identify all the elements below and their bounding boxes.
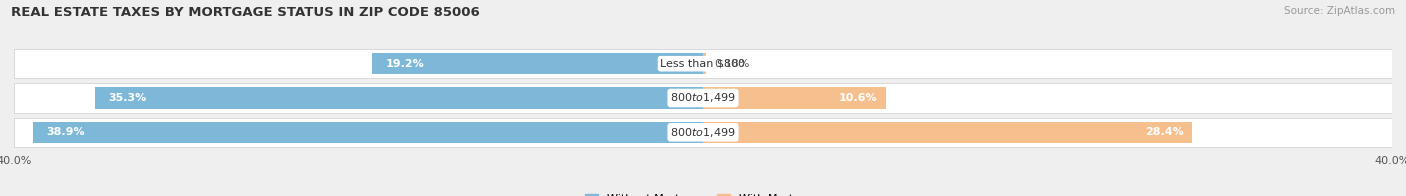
- Bar: [14, 83, 1392, 113]
- Text: $800 to $1,499: $800 to $1,499: [671, 126, 735, 139]
- Bar: [96, 87, 703, 109]
- Text: Less than $800: Less than $800: [661, 59, 745, 69]
- Bar: [14, 118, 1392, 147]
- Text: 19.2%: 19.2%: [387, 59, 425, 69]
- Text: 38.9%: 38.9%: [46, 127, 86, 137]
- Text: 10.6%: 10.6%: [838, 93, 877, 103]
- Legend: Without Mortgage, With Mortgage: Without Mortgage, With Mortgage: [585, 194, 821, 196]
- Text: Source: ZipAtlas.com: Source: ZipAtlas.com: [1284, 6, 1395, 16]
- Bar: [703, 87, 886, 109]
- Text: REAL ESTATE TAXES BY MORTGAGE STATUS IN ZIP CODE 85006: REAL ESTATE TAXES BY MORTGAGE STATUS IN …: [11, 6, 479, 19]
- Bar: [32, 122, 703, 143]
- Bar: [703, 53, 706, 74]
- Text: 28.4%: 28.4%: [1144, 127, 1184, 137]
- Text: 0.18%: 0.18%: [714, 59, 749, 69]
- Text: 35.3%: 35.3%: [108, 93, 148, 103]
- Bar: [14, 49, 1392, 78]
- Text: $800 to $1,499: $800 to $1,499: [671, 92, 735, 104]
- Bar: [703, 122, 1192, 143]
- Bar: [373, 53, 703, 74]
